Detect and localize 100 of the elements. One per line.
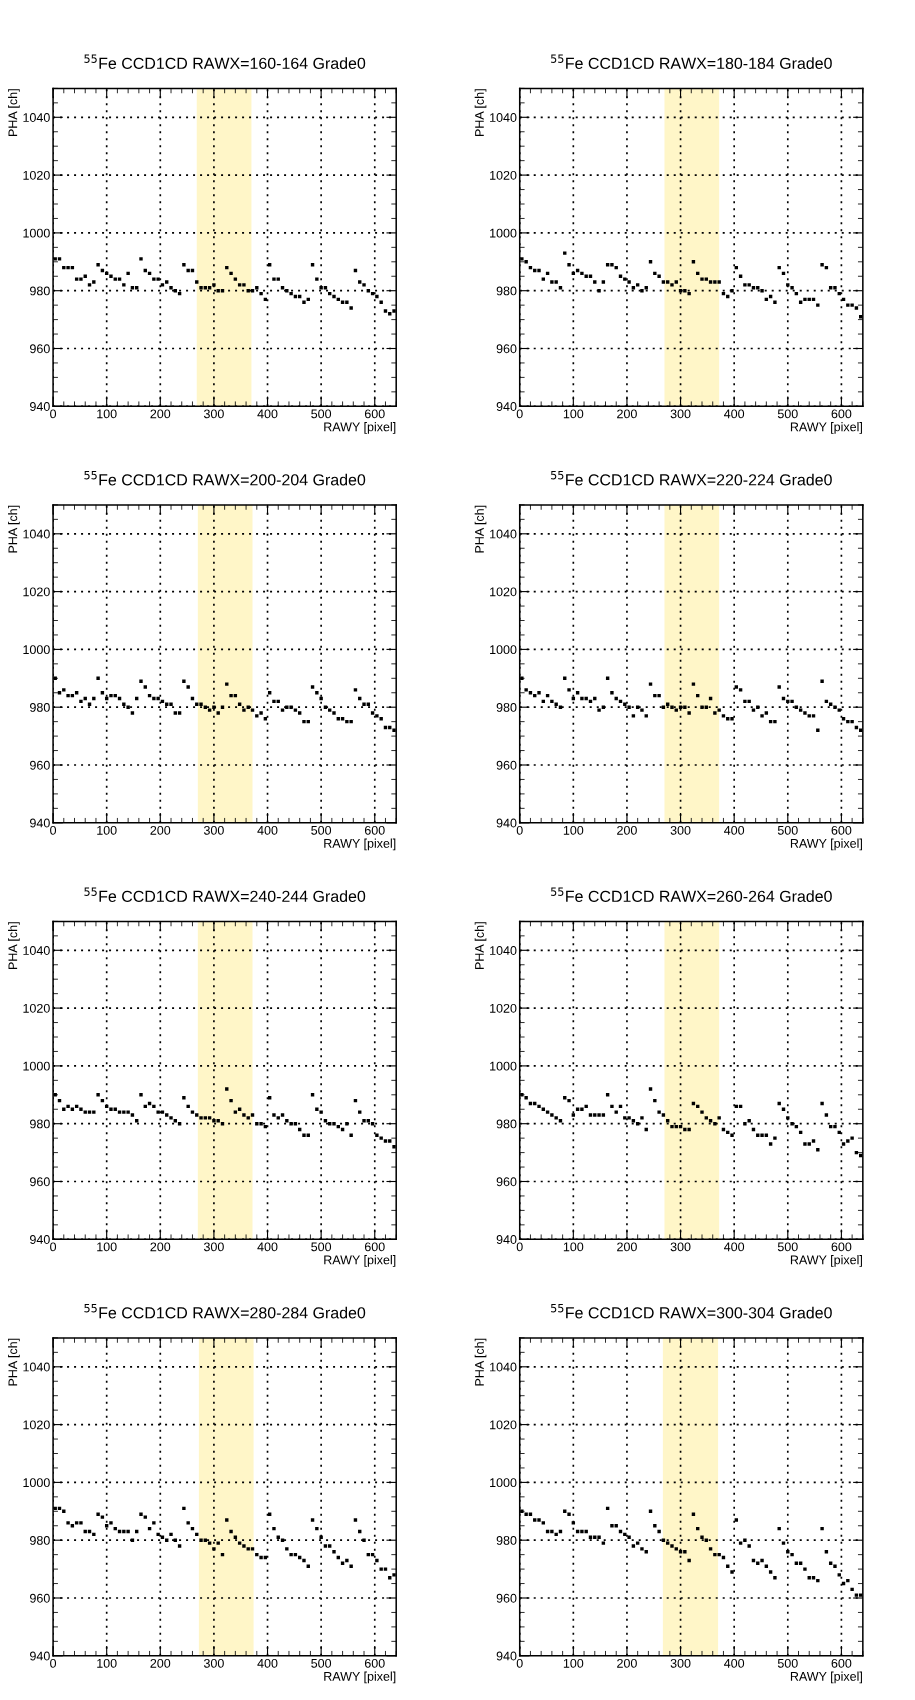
x-tick-label: 100 (97, 1242, 117, 1252)
y-tick-label: 1040 (23, 946, 50, 955)
x-tick-label: 600 (831, 825, 852, 835)
y-tick-label: 1020 (23, 1420, 50, 1430)
chart-title: $^{55}$Fe CCD1CD RAWX=300-304 Grade0 (551, 1304, 832, 1319)
y-axis-title: PHA [ch] (8, 89, 20, 137)
x-tick-label: 200 (150, 409, 171, 419)
y-tick-label: 1020 (490, 587, 517, 597)
y-tick-label: 980 (30, 1536, 50, 1545)
y-tick-label: 980 (496, 1536, 517, 1545)
x-axis-title: RAWY [pixel] (790, 422, 862, 434)
x-tick-label: 300 (670, 1658, 691, 1668)
y-tick-label: 940 (496, 818, 517, 828)
x-tick-label: 300 (670, 1242, 691, 1252)
x-tick-label: 300 (203, 409, 224, 419)
y-tick-label: 1040 (23, 1362, 50, 1372)
chart-title: $^{55}$Fe CCD1CD RAWX=160-164 Grade0 (84, 54, 366, 69)
y-tick-label: 960 (496, 1593, 517, 1603)
x-tick-label: 500 (777, 409, 798, 419)
y-tick-label: 1040 (490, 946, 517, 955)
y-tick-label: 1040 (490, 113, 517, 122)
chart-title: $^{55}$Fe CCD1CD RAWX=260-264 Grade0 (551, 887, 832, 902)
y-tick-label: 940 (496, 402, 517, 411)
y-tick-label: 960 (496, 344, 517, 354)
y-tick-label: 980 (30, 1119, 50, 1129)
y-tick-label: 980 (496, 1119, 517, 1129)
x-tick-label: 600 (831, 409, 852, 419)
y-axis-title: PHA [ch] (8, 922, 20, 970)
y-tick-label: 940 (30, 402, 50, 411)
x-tick-label: 400 (724, 1658, 745, 1668)
chart-title: $^{55}$Fe CCD1CD RAWX=280-284 Grade0 (84, 1304, 366, 1319)
x-tick-label: 0 (50, 1658, 57, 1668)
x-tick-label: 0 (516, 1242, 523, 1252)
x-tick-label: 600 (364, 1658, 385, 1668)
x-tick-label: 500 (311, 409, 332, 419)
y-tick-label: 960 (30, 344, 50, 354)
y-axis-title: PHA [ch] (8, 1338, 20, 1386)
x-tick-label: 0 (516, 1658, 523, 1668)
y-tick-label: 960 (30, 1593, 50, 1603)
x-tick-label: 600 (364, 825, 385, 835)
chart-title: $^{55}$Fe CCD1CD RAWX=200-204 Grade0 (84, 471, 366, 486)
x-tick-label: 200 (150, 1658, 171, 1668)
x-tick-label: 400 (257, 1658, 278, 1668)
x-tick-label: 600 (364, 1242, 385, 1252)
x-tick-label: 100 (563, 1242, 584, 1252)
chart-title: $^{55}$Fe CCD1CD RAWX=180-184 Grade0 (551, 54, 832, 69)
x-tick-label: 500 (311, 1658, 332, 1668)
y-tick-label: 960 (30, 1177, 50, 1187)
x-tick-label: 200 (617, 1242, 637, 1252)
y-tick-label: 960 (30, 760, 50, 770)
x-tick-label: 200 (617, 825, 637, 835)
x-axis-title: RAWY [pixel] (324, 838, 396, 851)
x-tick-label: 100 (563, 409, 584, 419)
x-tick-label: 100 (97, 825, 117, 835)
y-tick-label: 1040 (490, 529, 517, 539)
x-tick-label: 400 (724, 1242, 745, 1252)
x-axis-title: RAWY [pixel] (324, 422, 396, 434)
x-tick-label: 300 (203, 1242, 224, 1252)
y-tick-label: 940 (30, 1235, 50, 1244)
y-tick-label: 1000 (490, 1478, 517, 1488)
x-tick-label: 100 (563, 825, 584, 835)
y-tick-label: 1040 (23, 529, 50, 539)
x-tick-label: 500 (311, 1242, 332, 1252)
x-tick-label: 200 (150, 825, 171, 835)
y-tick-label: 1020 (23, 1003, 50, 1013)
y-tick-label: 1020 (23, 170, 50, 180)
x-axis-title: RAWY [pixel] (790, 838, 862, 851)
y-tick-label: 1040 (490, 1362, 517, 1372)
x-tick-label: 500 (311, 825, 332, 835)
x-tick-label: 0 (516, 409, 523, 419)
x-axis-title: RAWY [pixel] (324, 1671, 396, 1684)
y-tick-label: 1000 (490, 645, 517, 655)
x-tick-label: 500 (777, 825, 798, 835)
chart-title: $^{55}$Fe CCD1CD RAWX=220-224 Grade0 (551, 471, 832, 486)
x-tick-label: 0 (50, 825, 57, 835)
x-tick-label: 400 (257, 409, 278, 419)
y-tick-label: 940 (496, 1651, 517, 1661)
x-tick-label: 100 (97, 409, 117, 419)
x-tick-label: 600 (364, 409, 385, 419)
y-tick-label: 940 (496, 1235, 517, 1244)
y-tick-label: 960 (496, 760, 517, 770)
y-tick-label: 1040 (23, 113, 50, 122)
x-tick-label: 0 (516, 825, 523, 835)
y-tick-label: 980 (30, 286, 50, 296)
x-tick-label: 200 (617, 409, 637, 419)
x-tick-label: 300 (670, 825, 691, 835)
y-tick-label: 960 (496, 1177, 517, 1187)
x-tick-label: 100 (563, 1658, 584, 1668)
x-axis-title: RAWY [pixel] (790, 1671, 862, 1684)
y-tick-label: 1000 (23, 1478, 50, 1488)
y-tick-label: 1000 (23, 645, 50, 655)
x-tick-label: 500 (777, 1242, 798, 1252)
x-tick-label: 300 (203, 825, 224, 835)
y-tick-label: 1020 (490, 1003, 517, 1013)
x-axis-title: RAWY [pixel] (324, 1255, 396, 1267)
x-tick-label: 400 (257, 825, 278, 835)
y-tick-label: 1000 (490, 1061, 517, 1071)
y-tick-label: 1000 (23, 1061, 50, 1071)
y-tick-label: 1000 (490, 228, 517, 238)
x-tick-label: 400 (257, 1242, 278, 1252)
